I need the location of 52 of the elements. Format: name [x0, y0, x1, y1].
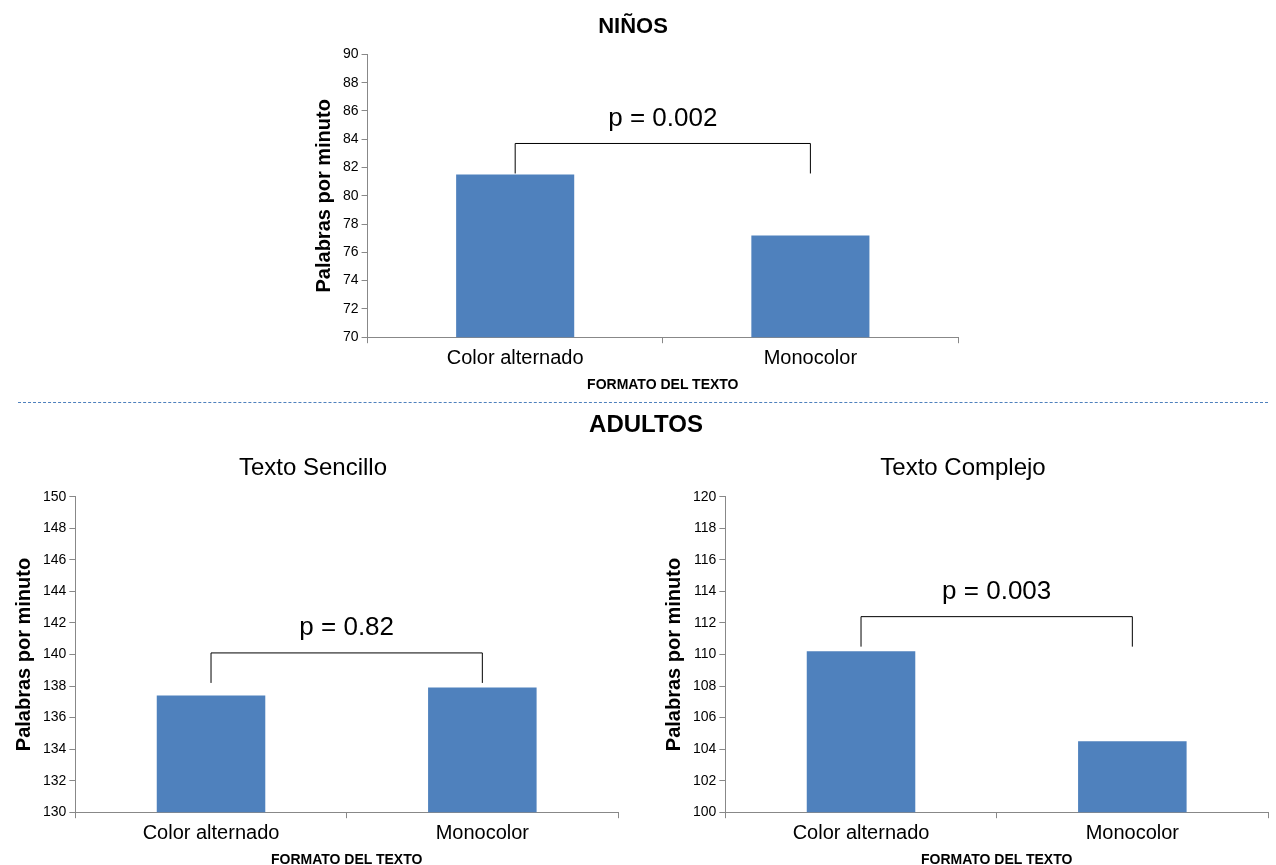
y-tick-label: 146: [43, 550, 67, 567]
y-tick-label: 110: [694, 645, 717, 662]
y-tick-label: 72: [342, 299, 359, 316]
x-tick-label: Monocolor: [435, 820, 530, 843]
y-tick-label: 106: [693, 708, 717, 725]
y-tick-label: 108: [693, 676, 717, 693]
y-axis-title: Palabras por minuto: [11, 557, 34, 752]
y-tick-label: 70: [342, 328, 359, 345]
y-axis-title: Palabras por minuto: [311, 99, 334, 293]
x-tick-label: Monocolor: [763, 345, 858, 368]
y-tick-label: 144: [43, 582, 67, 599]
y-tick-label: 74: [342, 271, 359, 288]
annotation: p = 0.003: [942, 574, 1052, 605]
y-tick-label: 138: [43, 676, 67, 693]
annotation: p = 0.002: [608, 101, 718, 132]
y-tick-label: 134: [43, 739, 67, 756]
x-axis-title: FORMATO DEL TEXTO: [920, 851, 1073, 865]
chart-title: Texto Complejo: [880, 453, 1046, 481]
y-tick-label: 136: [43, 708, 67, 725]
y-tick-label: 130: [43, 803, 67, 820]
x-tick-label: Monocolor: [1085, 820, 1180, 843]
y-axis-title: Palabras por minuto: [661, 557, 684, 752]
y-tick-label: 90: [342, 45, 359, 62]
y-tick-label: 100: [693, 803, 717, 820]
y-tick-label: 104: [693, 739, 717, 756]
chart-title: Texto Sencillo: [238, 453, 388, 481]
y-tick-label: 120: [693, 487, 717, 504]
y-tick-label: 132: [43, 771, 67, 788]
y-tick-label: 112: [694, 613, 717, 630]
y-tick-label: 80: [342, 186, 359, 203]
y-tick-label: 88: [342, 73, 359, 90]
y-tick-label: 82: [342, 158, 359, 175]
y-tick-label: 102: [693, 771, 717, 788]
y-tick-label: 84: [342, 130, 359, 147]
y-tick-label: 86: [342, 101, 359, 118]
y-tick-label: 142: [43, 613, 67, 630]
x-axis-title: FORMATO DEL TEXTO: [270, 851, 423, 865]
y-tick-label: 118: [694, 519, 717, 536]
y-tick-label: 114: [694, 582, 717, 599]
x-tick-label: Color alternado: [792, 820, 930, 843]
x-tick-label: Color alternado: [446, 345, 584, 368]
y-tick-label: 140: [43, 645, 67, 662]
y-tick-label: 148: [43, 519, 67, 536]
y-tick-label: 150: [43, 487, 67, 504]
y-tick-label: 76: [342, 243, 359, 260]
x-tick-label: Color alternado: [142, 820, 280, 843]
y-tick-label: 116: [694, 550, 717, 567]
annotation: p = 0.82: [299, 611, 395, 642]
x-axis-title: FORMATO DEL TEXTO: [587, 376, 739, 393]
chart-subtitle: ADULTOS: [588, 410, 704, 438]
y-tick-label: 78: [342, 214, 359, 231]
chart-title: NIÑOS: [598, 13, 668, 39]
